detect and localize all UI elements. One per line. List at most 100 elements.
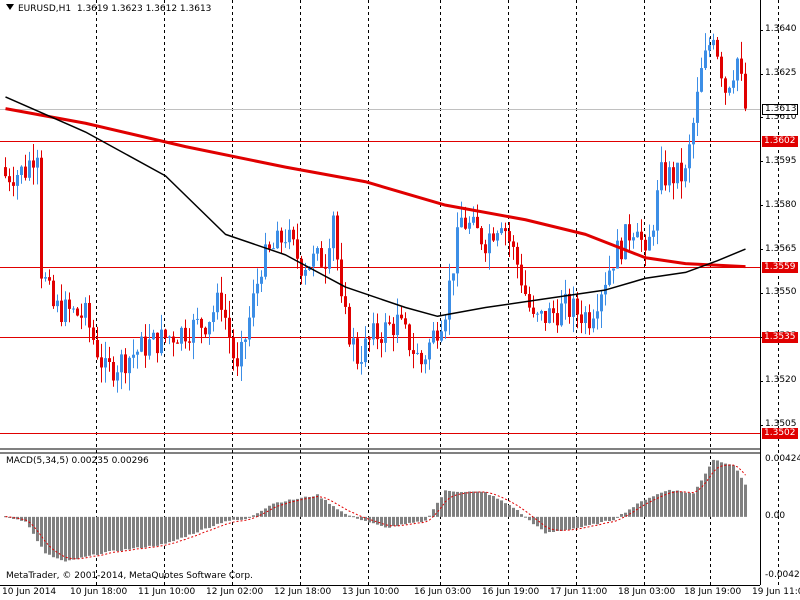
candle-body <box>588 312 591 329</box>
price-tick: 1.3520 <box>765 375 797 386</box>
candle-body <box>60 300 63 323</box>
chart-header: EURUSD,H1 1.3619 1.3623 1.3612 1.3613 <box>6 3 211 15</box>
macd-bar <box>188 516 191 535</box>
macd-bar <box>500 500 503 517</box>
candle-body <box>656 190 659 231</box>
candle-body <box>16 174 19 186</box>
macd-bar <box>244 516 247 520</box>
macd-bar <box>24 516 27 522</box>
macd-bar <box>452 491 455 517</box>
macd-bar <box>64 516 67 562</box>
macd-bar <box>252 515 255 517</box>
macd-bar <box>704 473 707 517</box>
candle-body <box>440 331 443 341</box>
candle-body <box>164 329 167 338</box>
candle-body <box>324 266 327 269</box>
candle-body <box>680 162 683 182</box>
time-tick: 10 Jun 2014 <box>2 587 57 597</box>
candle-body <box>400 314 403 319</box>
candle-body <box>592 318 595 329</box>
candle-body <box>224 309 227 318</box>
candle-body <box>720 56 723 79</box>
candle-body <box>540 310 543 314</box>
candle-body <box>4 167 7 177</box>
macd-bar <box>624 512 627 517</box>
macd-bar <box>604 516 607 521</box>
macd-bar <box>300 497 303 517</box>
macd-bar <box>556 516 559 531</box>
macd-bar <box>96 516 99 556</box>
candle-body <box>612 268 615 271</box>
horizontal-levels <box>0 30 763 434</box>
macd-bar <box>88 516 91 556</box>
candle-body <box>436 330 439 341</box>
candle-body <box>268 244 271 249</box>
price-tick: 1.3640 <box>765 24 797 35</box>
macd-bar <box>468 491 471 517</box>
macd-bar <box>336 509 339 517</box>
macd-bar <box>276 502 279 517</box>
macd-bar <box>124 516 127 550</box>
macd-bar <box>240 516 243 520</box>
macd-bar <box>176 516 179 540</box>
candle-body <box>112 362 115 381</box>
moving-average-fast <box>5 96 746 318</box>
macd-bar <box>612 516 615 521</box>
macd-bar <box>628 509 631 517</box>
candle-body <box>100 357 103 368</box>
macd-bar <box>168 516 171 543</box>
candle-body <box>192 319 195 343</box>
macd-bar <box>564 516 567 530</box>
candle-body <box>552 308 555 314</box>
candle-body <box>608 270 611 285</box>
candle-body <box>348 306 351 345</box>
candle-body <box>416 352 419 354</box>
macd-bar <box>516 509 519 517</box>
macd-bar <box>132 516 135 549</box>
candle-body <box>284 242 287 244</box>
macd-bar <box>332 506 335 517</box>
candle-body <box>116 372 119 381</box>
vertical-grid <box>96 0 779 585</box>
candle-body <box>80 315 83 318</box>
macd-bar <box>616 516 619 518</box>
candle-body <box>208 322 211 335</box>
candle-body <box>296 239 299 259</box>
candle-body <box>424 359 427 365</box>
candle-body <box>28 160 31 178</box>
candle-body <box>128 357 131 374</box>
macd-bar <box>708 466 711 517</box>
candle-body <box>484 244 487 254</box>
macd-bar <box>712 459 715 517</box>
macd-bar <box>600 516 603 522</box>
macd-bar <box>544 516 547 534</box>
macd-bar <box>40 516 43 547</box>
candle-body <box>364 338 367 363</box>
candle-body <box>500 228 503 234</box>
candle-body <box>104 358 107 368</box>
chevron-down-icon[interactable] <box>6 4 14 10</box>
candle-body <box>692 122 695 145</box>
macd-bar <box>716 460 719 517</box>
candle-body <box>724 78 727 93</box>
candle-body <box>584 312 587 324</box>
candle-body <box>504 228 507 232</box>
macd-bar <box>372 516 375 524</box>
price-tick: 1.3505 <box>765 419 797 430</box>
candle-body <box>132 354 135 358</box>
candle-body <box>344 296 347 307</box>
candle-body <box>676 162 679 184</box>
candle-body <box>264 244 267 277</box>
candle-body <box>368 338 371 340</box>
macd-bar <box>368 516 371 523</box>
macd-bar <box>384 516 387 528</box>
candle-body <box>184 327 187 342</box>
candle-body <box>648 236 651 251</box>
macd-bar <box>572 516 575 529</box>
candle-body <box>96 339 99 358</box>
candle-body <box>24 166 27 178</box>
candle-body <box>288 229 291 243</box>
price-tick: 1.3595 <box>765 155 797 166</box>
candle-body <box>84 302 87 318</box>
